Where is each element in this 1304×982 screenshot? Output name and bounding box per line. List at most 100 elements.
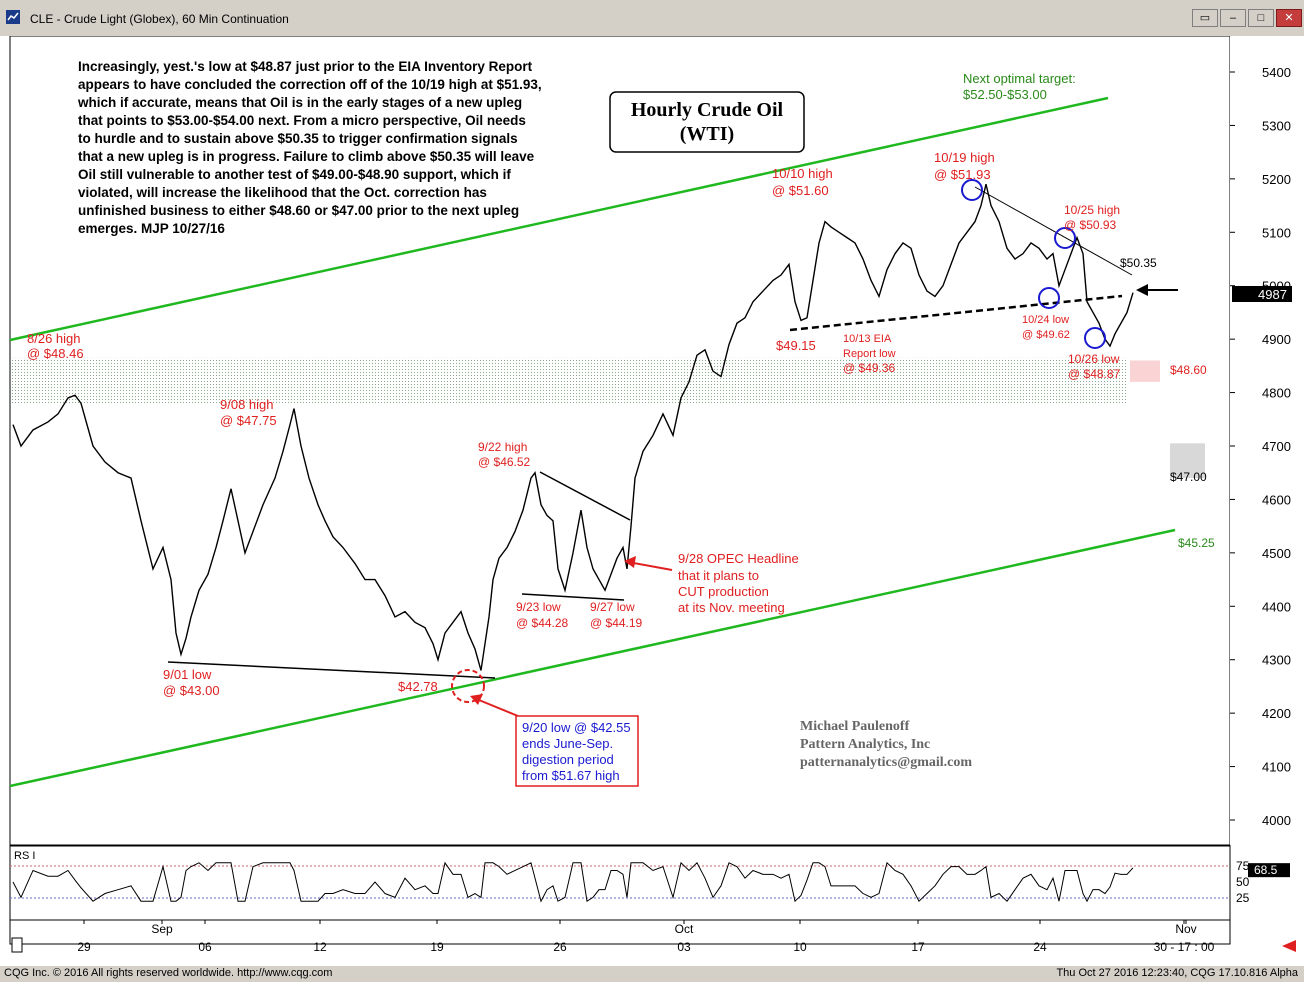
commentary-line: emerges. MJP 10/27/16 (78, 221, 225, 236)
annotation-label: Michael Paulenoff (800, 719, 910, 734)
dashed-support-line (789, 294, 1123, 332)
sep20-arrow (473, 697, 519, 717)
x-tick-label: 19 (430, 940, 444, 954)
pivot-circle (1038, 287, 1060, 309)
rsi-tick-label: 50 (1236, 875, 1250, 889)
commentary-line: Increasingly, yest.'s low at $48.87 just… (78, 59, 533, 74)
annotation-label: $52.50-$53.00 (963, 87, 1047, 102)
commentary-line: to hurdle and to sustain above $50.35 to… (78, 131, 518, 146)
chart-title-line2: (WTI) (680, 123, 734, 145)
rsi-last-box (1248, 863, 1290, 878)
annotation-label: @ $46.52 (478, 455, 531, 469)
maximize-button[interactable]: □ (1248, 9, 1274, 27)
x-axis-panel (9, 919, 1231, 945)
annotation-label: @ $49.36 (843, 361, 896, 375)
sep20-callout-box (515, 715, 639, 787)
y-tick-label: 4800 (1262, 386, 1291, 401)
annotation-label: @ $49.62 (1022, 329, 1070, 341)
chart-area[interactable]: 4000 4100 4200 4300 4400 4500 4600 4700 4800 4900… (0, 36, 1304, 966)
last-price-label: 4987 (1258, 287, 1287, 302)
rsi-label: RS I (14, 850, 35, 862)
annotation-label: ends June-Sep. (522, 736, 613, 751)
annotation-label: from $51.67 high (522, 768, 620, 783)
annotation-label: $47.00 (1170, 470, 1207, 484)
annotation-label: Report low (843, 348, 896, 360)
support-zone-band (11, 357, 1128, 404)
annotation-label: 9/08 high (220, 397, 274, 412)
target-47-00-zone (1170, 443, 1205, 479)
annotation-label: @ $48.46 (27, 346, 84, 361)
annotation-label: 10/24 low (1022, 314, 1069, 326)
scroll-left-arrow-icon (1282, 940, 1296, 952)
annotation-label: 10/13 EIA (843, 333, 892, 345)
y-tick-label: 4700 (1262, 439, 1291, 454)
annotation-label: @ $50.93 (1064, 218, 1117, 232)
channel-upper-line (9, 96, 1109, 342)
price-series-line (12, 184, 1134, 671)
y-tick-label: 4200 (1262, 706, 1291, 721)
pivot-circle (1054, 227, 1076, 249)
annotation-label: Next optimal target: (963, 71, 1076, 86)
sep20-arrowhead (470, 694, 483, 705)
window-titlebar: CLE - Crude Light (Globex), 60 Min Conti… (0, 0, 1304, 36)
y-tick-label: 4900 (1262, 332, 1291, 347)
commentary-line: appears to have concluded the correction… (78, 77, 542, 92)
rsi-panel (9, 845, 1231, 921)
rsi-tick-label: 75 (1236, 859, 1250, 873)
y-tick-label: 5100 (1262, 225, 1291, 240)
opec-arrow (627, 561, 673, 571)
annotation-label: $48.60 (1170, 363, 1207, 377)
x-tick-label: Sep (151, 922, 173, 936)
support-line-sep (167, 661, 496, 679)
restore-layout-button[interactable]: ▭ (1192, 9, 1218, 27)
annotation-label: @ $51.60 (772, 183, 829, 198)
rsi-last-label: 68.5 (1254, 863, 1278, 877)
annotation-label: Pattern Analytics, Inc (800, 737, 930, 752)
copyright-text: CQG Inc. © 2016 All rights reserved worl… (4, 967, 333, 979)
commentary-line: that a new upleg is in progress. Failure… (78, 149, 535, 164)
timestamp-text: Thu Oct 27 2016 12:23:40, CQG 17.10.816 … (1056, 967, 1298, 979)
y-axis-panel (1230, 36, 1300, 845)
y-tick-label: 5200 (1262, 172, 1291, 187)
y-tick-label: 4500 (1262, 546, 1291, 561)
sep-20-low-circle (451, 669, 485, 703)
annotation-label: digestion period (522, 752, 614, 767)
x-tick-label: 10 (793, 940, 807, 954)
annotation-label: 9/27 low (590, 600, 635, 614)
annotation-label: $42.78 (398, 679, 438, 694)
status-bar: CQG Inc. © 2016 All rights reserved worl… (0, 966, 1304, 982)
y-tick-label: 5300 (1262, 118, 1291, 133)
flag-lower-line (521, 593, 625, 601)
channel-lower-line (9, 528, 1176, 788)
down-trendline (974, 186, 1133, 276)
y-tick-label: 4100 (1262, 760, 1291, 775)
annotation-label: that it plans to (678, 568, 759, 583)
flag-upper-line (539, 471, 631, 521)
x-tick-label: Nov (1175, 922, 1196, 936)
annotation-label: $45.25 (1178, 536, 1215, 550)
minimize-button[interactable]: ‒ (1220, 9, 1246, 27)
close-button[interactable]: ✕ (1276, 9, 1302, 27)
annotation-label: 8/26 high (27, 331, 81, 346)
y-tick-label: 4600 (1262, 492, 1291, 507)
chart-title-line1: Hourly Crude Oil (631, 99, 784, 121)
annotation-label: 9/01 low (163, 667, 212, 682)
annotation-label: 9/28 OPEC Headline (678, 551, 799, 566)
annotation-label: CUT production (678, 584, 769, 599)
current-price-arrowhead (1136, 284, 1148, 296)
window-title: CLE - Crude Light (Globex), 60 Min Conti… (30, 12, 289, 26)
annotation-label: 10/26 low (1068, 352, 1120, 366)
opec-arrowhead (624, 556, 636, 568)
annotation-label: @ $47.75 (220, 413, 277, 428)
commentary-line: unfinished business to either $48.60 or … (78, 203, 519, 218)
rsi-tick-label: 25 (1236, 891, 1250, 905)
annotation-label: patternanalytics@gmail.com (800, 755, 972, 770)
commentary-line: violated, will increase the likelihood t… (78, 185, 487, 200)
annotation-label: 10/25 high (1064, 203, 1120, 217)
x-tick-label: 03 (677, 940, 691, 954)
commentary-line: which if accurate, means that Oil is in … (77, 95, 522, 110)
y-tick-label: 4000 (1262, 813, 1291, 828)
title-box (609, 91, 805, 153)
y-tick-label: 4400 (1262, 599, 1291, 614)
pivot-circle (1084, 327, 1106, 349)
